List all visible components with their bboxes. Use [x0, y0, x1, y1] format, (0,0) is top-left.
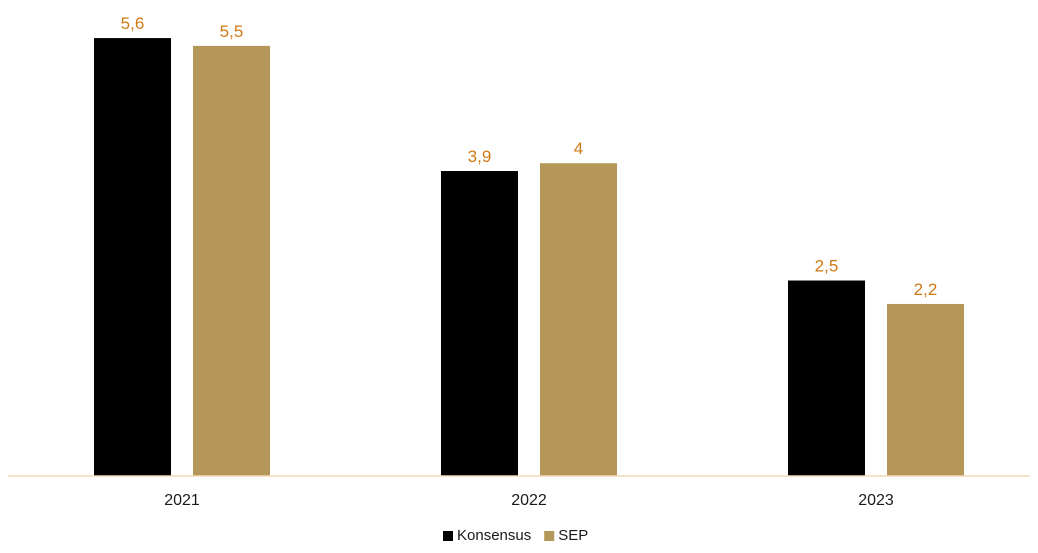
data-label-konsensus-2022: 3,9 — [468, 147, 492, 166]
legend-label-konsensus: Konsensus — [457, 527, 531, 544]
data-label-konsensus-2023: 2,5 — [815, 257, 839, 276]
x-tick-label-2022: 2022 — [511, 492, 547, 509]
data-label-sep-2022: 4 — [574, 139, 583, 158]
data-label-konsensus-2021: 5,6 — [121, 14, 145, 33]
data-label-sep-2023: 2,2 — [914, 280, 938, 299]
legend: Konsensus SEP — [443, 527, 588, 544]
bar-sep-2022 — [540, 163, 617, 476]
bar-sep-2021 — [193, 45, 270, 477]
data-labels-layer: 5,6 5,5 3,9 4 2,5 2,2 — [121, 14, 938, 299]
bar-sep-2023 — [887, 303, 964, 476]
x-tick-label-2021: 2021 — [164, 492, 200, 509]
x-tick-labels: 2021 2022 2023 — [164, 492, 894, 509]
bar-konsensus-2021 — [94, 38, 171, 477]
legend-label-sep: SEP — [558, 527, 588, 544]
legend-swatch-konsensus — [443, 531, 453, 541]
bar-konsensus-2023 — [788, 280, 865, 476]
x-tick-label-2023: 2023 — [858, 492, 894, 509]
data-label-sep-2021: 5,5 — [220, 22, 244, 41]
legend-swatch-sep — [544, 531, 555, 541]
bars-layer — [94, 38, 964, 477]
bar-konsensus-2022 — [441, 171, 518, 476]
